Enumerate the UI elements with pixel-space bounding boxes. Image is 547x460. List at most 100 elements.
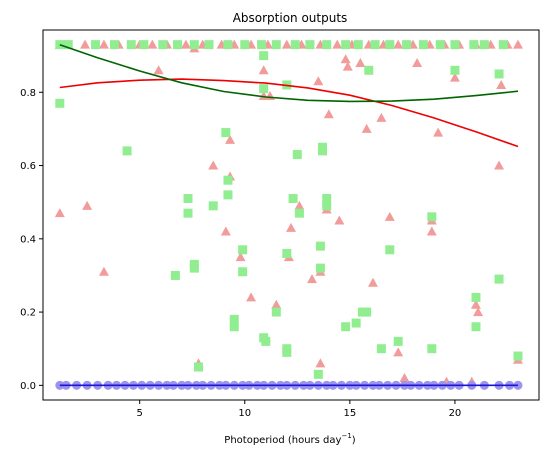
square-marker — [223, 190, 233, 200]
square-marker — [305, 40, 315, 50]
square-marker — [189, 263, 199, 273]
triangle-marker — [433, 127, 444, 137]
square-marker — [353, 40, 363, 50]
square-marker — [194, 362, 204, 372]
square-marker — [221, 128, 231, 138]
triangle-marker — [271, 299, 282, 309]
triangle-marker — [82, 200, 93, 210]
square-marker — [385, 40, 395, 50]
triangle-marker — [98, 266, 109, 276]
square-marker — [288, 194, 298, 204]
square-marker — [479, 40, 489, 50]
square-marker — [471, 292, 481, 302]
triangle-marker — [307, 274, 318, 284]
chart-title: Absorption outputs — [233, 11, 348, 25]
triangle-marker — [361, 123, 372, 133]
y-axis-ticks: 0.0 0.2 0.4 0.6 0.8 — [20, 88, 43, 392]
triangle-marker — [393, 39, 404, 49]
square-marker — [376, 344, 386, 354]
y-tick-label: 0.8 — [20, 88, 36, 99]
triangle-marker — [332, 39, 343, 49]
triangle-marker — [153, 65, 164, 75]
square-marker — [471, 322, 481, 332]
triangle-marker — [246, 292, 257, 302]
y-tick-label: 0.4 — [20, 234, 36, 245]
square-marker — [393, 336, 403, 346]
x-axis-label-close: ) — [352, 435, 356, 446]
triangle-marker — [412, 57, 423, 67]
x-tick-label: 10 — [238, 408, 251, 419]
square-marker — [494, 274, 504, 284]
square-marker — [126, 40, 136, 50]
square-marker — [223, 40, 233, 50]
triangle-marker — [340, 54, 351, 64]
square-marker — [450, 65, 460, 75]
square-marker — [183, 208, 193, 218]
x-tick-label: 20 — [449, 408, 462, 419]
square-marker — [55, 98, 65, 108]
square-marker — [189, 40, 199, 50]
square-marker — [341, 40, 351, 50]
square-marker — [63, 40, 73, 50]
x-tick-label: 15 — [343, 408, 356, 419]
triangle-marker — [294, 200, 305, 210]
square-marker — [91, 40, 101, 50]
square-marker — [290, 40, 300, 50]
triangle-marker — [473, 307, 484, 317]
triangle-marker — [367, 277, 378, 287]
square-marker — [240, 40, 250, 50]
square-marker — [341, 322, 351, 332]
square-marker — [271, 40, 281, 50]
triangle-marker — [281, 39, 292, 49]
square-marker — [427, 344, 437, 354]
square-marker — [158, 40, 168, 50]
triangle-marker — [147, 39, 158, 49]
triangle-marker — [494, 160, 505, 170]
triangle-marker — [449, 72, 460, 82]
triangle-marker — [315, 358, 326, 368]
triangle-marker — [355, 57, 366, 67]
square-marker — [322, 194, 332, 204]
square-marker — [238, 267, 248, 277]
square-marker — [294, 208, 304, 218]
triangle-marker — [80, 39, 91, 49]
square-marker — [282, 347, 292, 357]
triangle-marker — [220, 226, 231, 236]
square-marker — [183, 194, 193, 204]
triangle-marker — [399, 373, 410, 383]
triangle-marker — [496, 79, 507, 89]
square-marker — [513, 351, 523, 361]
square-marker — [450, 40, 460, 50]
triangle-marker — [323, 109, 334, 119]
triangle-marker — [376, 112, 387, 122]
triangle-marker — [393, 347, 404, 357]
square-marker — [322, 201, 332, 211]
y-tick-label: 0.0 — [20, 381, 36, 392]
square-marker — [313, 369, 323, 379]
square-marker — [469, 40, 479, 50]
triangle-marker — [384, 211, 395, 221]
triangle-marker — [313, 76, 324, 86]
y-tick-label: 0.6 — [20, 161, 36, 172]
square-marker — [261, 336, 271, 346]
x-axis-label: Photoperiod (hours day−1) — [224, 432, 355, 446]
square-marker — [204, 40, 214, 50]
x-axis-label-superscript: −1 — [341, 432, 351, 440]
square-marker — [494, 69, 504, 79]
square-marker — [173, 40, 183, 50]
square-marker — [498, 40, 508, 50]
square-marker — [271, 307, 281, 317]
square-marker — [122, 146, 132, 156]
triangle-marker — [225, 134, 236, 144]
square-marker — [370, 40, 380, 50]
square-marker — [315, 263, 325, 273]
triangle-marker — [208, 160, 219, 170]
square-marker — [385, 245, 395, 255]
square-marker — [418, 40, 428, 50]
triangle-marker — [54, 208, 65, 218]
fit-lines — [59, 43, 519, 387]
triangle-marker — [342, 61, 353, 71]
triangle-marker — [98, 39, 109, 49]
